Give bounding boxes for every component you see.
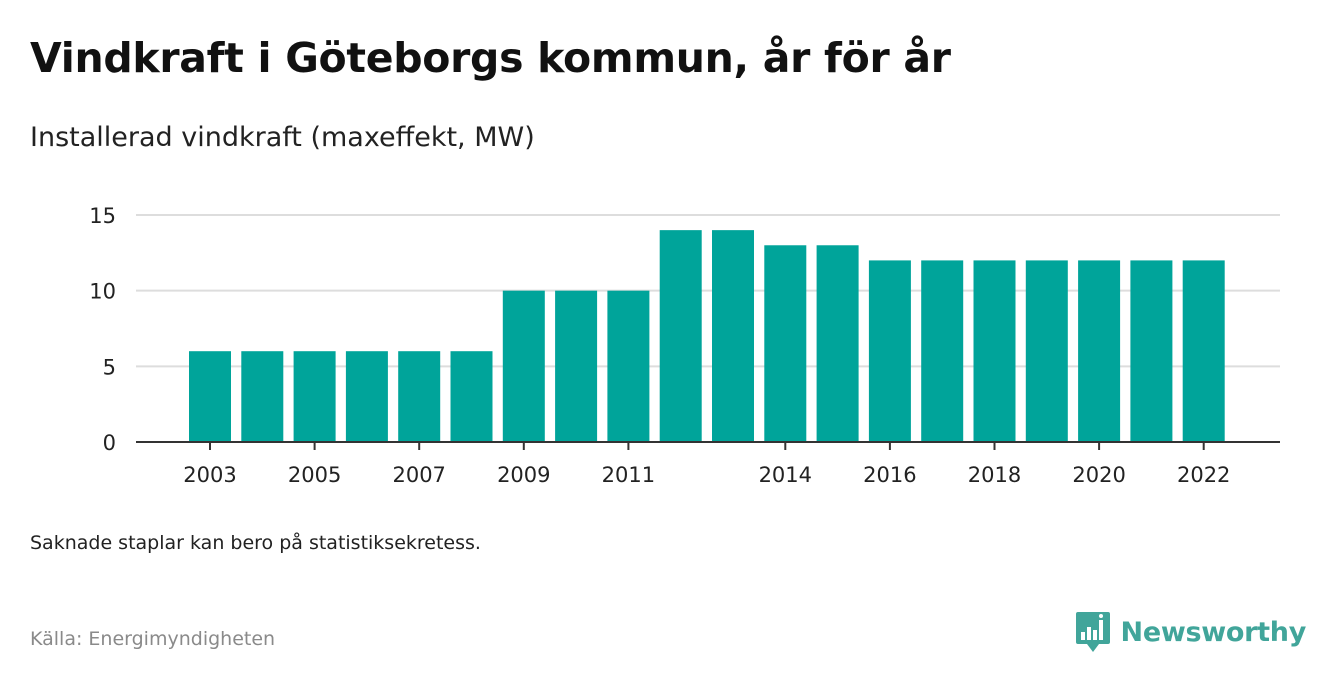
bar bbox=[398, 351, 441, 442]
x-tick-label: 2018 bbox=[968, 463, 1021, 487]
bar bbox=[241, 351, 284, 442]
x-tick-label: 2003 bbox=[183, 463, 236, 487]
bar bbox=[1182, 260, 1225, 442]
bar bbox=[659, 230, 702, 442]
bar bbox=[293, 351, 336, 442]
x-tick-label: 2016 bbox=[863, 463, 916, 487]
bar bbox=[764, 245, 807, 442]
bar bbox=[868, 260, 911, 442]
brand-name: Newsworthy bbox=[1120, 616, 1307, 648]
y-tick-label: 0 bbox=[103, 431, 116, 455]
chart-title: Vindkraft i Göteborgs kommun, år för år bbox=[30, 34, 951, 82]
bar bbox=[1130, 260, 1173, 442]
y-tick-label: 5 bbox=[103, 355, 116, 379]
x-tick-label: 2007 bbox=[392, 463, 445, 487]
bars bbox=[189, 230, 1225, 442]
x-tick-label: 2014 bbox=[759, 463, 812, 487]
bar bbox=[921, 260, 964, 442]
y-tick-label: 15 bbox=[89, 204, 116, 228]
footnote: Saknade staplar kan bero på statistiksek… bbox=[30, 532, 481, 554]
brand-logo[interactable]: Newsworthy bbox=[1075, 610, 1306, 654]
bar bbox=[450, 351, 493, 442]
y-axis-ticks: 0 5 10 15 bbox=[89, 204, 116, 455]
y-tick-label: 10 bbox=[89, 280, 116, 304]
bar bbox=[973, 260, 1016, 442]
x-tick-label: 2009 bbox=[497, 463, 550, 487]
bar bbox=[502, 290, 545, 442]
bar bbox=[1078, 260, 1121, 442]
bar bbox=[816, 245, 859, 442]
x-tick-label: 2011 bbox=[602, 463, 655, 487]
bar bbox=[345, 351, 388, 442]
x-tick-label: 2005 bbox=[288, 463, 341, 487]
bar bbox=[1025, 260, 1068, 442]
bar bbox=[189, 351, 231, 442]
bar bbox=[555, 290, 598, 442]
x-axis-ticks: 2003 2005 2007 2009 2011 2014 2016 2018 2020 2022 bbox=[183, 442, 1230, 487]
x-tick-label: 2022 bbox=[1177, 463, 1230, 487]
newsworthy-logo-icon bbox=[1075, 612, 1110, 652]
bar bbox=[712, 230, 754, 442]
bar bbox=[607, 290, 650, 442]
x-tick-label: 2020 bbox=[1072, 463, 1125, 487]
chart-subtitle: Installerad vindkraft (maxeffekt, MW) bbox=[30, 122, 535, 153]
source-credit: Källa: Energimyndigheten bbox=[30, 628, 276, 650]
